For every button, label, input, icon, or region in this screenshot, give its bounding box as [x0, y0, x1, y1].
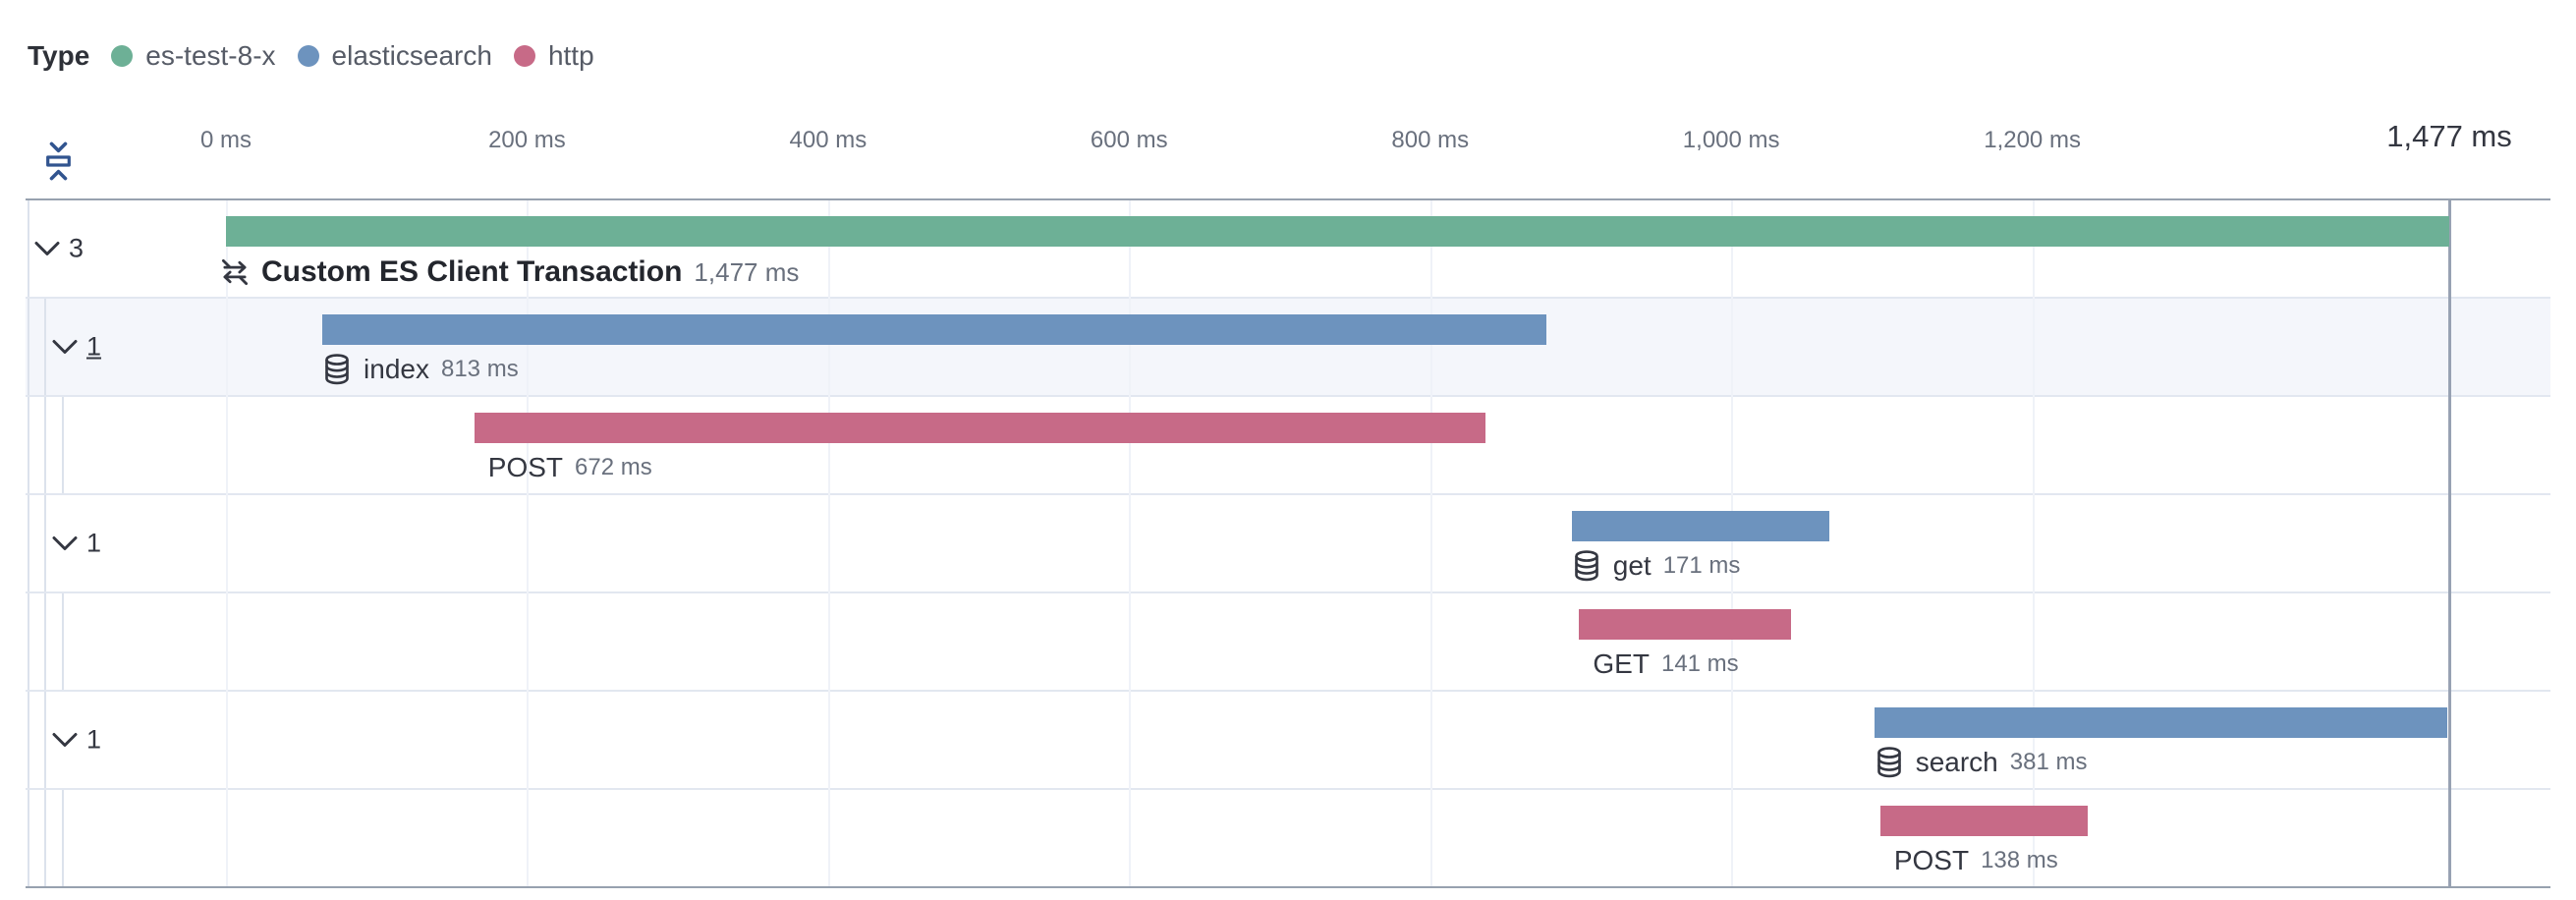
- item-duration: 138 ms: [1981, 847, 2058, 873]
- axis-tick-label: 1,200 ms: [1984, 127, 2081, 153]
- child-count: 1: [86, 724, 102, 755]
- item-duration: 141 ms: [1660, 650, 1739, 677]
- time-axis: 0 ms 200 ms 400 ms 600 ms 800 ms 1,000 ms 1,20…: [0, 0, 2576, 198]
- waterfall-row-get: GET 141 ms: [26, 591, 2550, 690]
- child-count: 1: [86, 331, 102, 362]
- indent-guide: [28, 495, 29, 591]
- item-duration: 1,477 ms: [694, 256, 800, 287]
- item-duration: 171 ms: [1662, 552, 1741, 579]
- indent-guide: [28, 299, 29, 395]
- waterfall-row-get: 1 get 171 ms: [26, 493, 2550, 591]
- waterfall-row-index: 1 index 813 ms: [26, 297, 2550, 395]
- legend-dot-icon: [297, 45, 319, 67]
- indent-guide: [44, 397, 46, 493]
- database-icon: [1875, 747, 1904, 778]
- indent-guide: [44, 692, 46, 788]
- span-label-get[interactable]: GET 141 ms: [1593, 648, 1738, 680]
- indent-guide: [62, 593, 64, 690]
- item-name: index: [364, 354, 429, 384]
- fold-icon[interactable]: [42, 140, 75, 183]
- axis-total-duration-label: 1,477 ms: [2386, 119, 2512, 153]
- database-icon: [1572, 550, 1601, 582]
- span-label-get[interactable]: get 171 ms: [1572, 550, 1741, 582]
- waterfall-row-post: POST 138 ms: [26, 788, 2550, 886]
- chevron-down-icon: [52, 535, 78, 552]
- axis-tick-label: 800 ms: [1391, 127, 1470, 153]
- indent-guide: [28, 593, 29, 690]
- accordion-toggle[interactable]: 1: [52, 528, 102, 558]
- legend-dot-icon: [111, 45, 134, 67]
- child-count: 3: [69, 233, 84, 263]
- waterfall-row-post: POST 672 ms: [26, 395, 2550, 493]
- span-label-post[interactable]: POST 672 ms: [488, 452, 652, 483]
- item-name: POST: [487, 452, 564, 482]
- waterfall-chart: 3 Custom ES Client Transaction 1,477 ms 1 in…: [26, 198, 2550, 888]
- legend-dot-icon: [513, 45, 535, 67]
- transaction-bar-custom-es-client-transaction[interactable]: [226, 216, 2449, 247]
- indent-guide: [62, 397, 64, 493]
- indent-guide: [62, 790, 64, 886]
- waterfall-row-custom-es-client-transaction: 3 Custom ES Client Transaction 1,477 ms: [26, 200, 2550, 297]
- span-bar-get[interactable]: [1571, 511, 1829, 541]
- time-gridline: [527, 200, 530, 886]
- indent-guide: [28, 692, 29, 788]
- span-bar-search[interactable]: [1874, 707, 2448, 738]
- legend-item-label: http: [547, 40, 594, 71]
- time-gridline: [827, 200, 830, 886]
- item-duration: 381 ms: [2009, 749, 2088, 775]
- legend-item: http: [513, 40, 594, 72]
- time-gridline: [2032, 200, 2035, 886]
- time-gridline: [1731, 200, 1734, 886]
- item-name: get: [1612, 550, 1652, 581]
- item-name: GET: [1593, 648, 1650, 679]
- item-name: POST: [1893, 845, 1970, 875]
- item-duration: 672 ms: [575, 454, 652, 480]
- transaction-label-custom-es-client-transaction[interactable]: Custom ES Client Transaction 1,477 ms: [220, 255, 799, 289]
- time-gridline: [1129, 200, 1132, 886]
- legend-item: es-test-8-x: [111, 40, 276, 72]
- time-gridline: [1429, 200, 1432, 886]
- indent-guide: [44, 790, 46, 886]
- indent-guide: [28, 790, 29, 886]
- chevron-down-icon: [52, 732, 78, 749]
- type-legend: Type es-test-8-x elasticsearch http: [28, 33, 594, 79]
- item-name: Custom ES Client Transaction: [261, 255, 683, 288]
- item-duration: 813 ms: [440, 356, 519, 382]
- span-label-search[interactable]: search 381 ms: [1875, 747, 2088, 778]
- span-bar-post[interactable]: [1879, 806, 2089, 836]
- axis-tick-label: 600 ms: [1090, 127, 1168, 153]
- axis-tick-label: 400 ms: [789, 127, 868, 153]
- indent-guide: [28, 397, 29, 493]
- legend-item-label: elasticsearch: [331, 40, 492, 71]
- legend-item-label: es-test-8-x: [145, 40, 276, 71]
- database-icon: [322, 354, 352, 385]
- merge-icon: [220, 257, 250, 287]
- legend-title: Type: [28, 40, 90, 71]
- span-bar-index[interactable]: [322, 314, 1546, 345]
- item-name: search: [1915, 747, 1998, 777]
- indent-guide: [28, 200, 29, 297]
- trace-end-line: [2448, 200, 2451, 886]
- axis-tick-label: 0 ms: [199, 127, 252, 153]
- accordion-toggle[interactable]: 3: [34, 233, 84, 263]
- span-label-index[interactable]: index 813 ms: [322, 354, 519, 385]
- chevron-down-icon: [52, 339, 78, 356]
- span-bar-get[interactable]: [1579, 609, 1792, 640]
- indent-guide: [44, 299, 46, 395]
- indent-guide: [44, 593, 46, 690]
- accordion-toggle[interactable]: 1: [52, 331, 102, 362]
- span-label-post[interactable]: POST 138 ms: [1894, 845, 2058, 876]
- chevron-down-icon: [34, 241, 60, 257]
- axis-tick-label: 1,000 ms: [1682, 127, 1780, 153]
- accordion-toggle[interactable]: 1: [52, 724, 102, 755]
- axis-tick-label: 200 ms: [488, 127, 566, 153]
- legend-item: elasticsearch: [297, 40, 492, 72]
- child-count: 1: [86, 528, 102, 558]
- time-gridline: [226, 200, 228, 886]
- waterfall-row-search: 1 search 381 ms: [26, 690, 2550, 788]
- span-bar-post[interactable]: [474, 413, 1486, 443]
- indent-guide: [44, 495, 46, 591]
